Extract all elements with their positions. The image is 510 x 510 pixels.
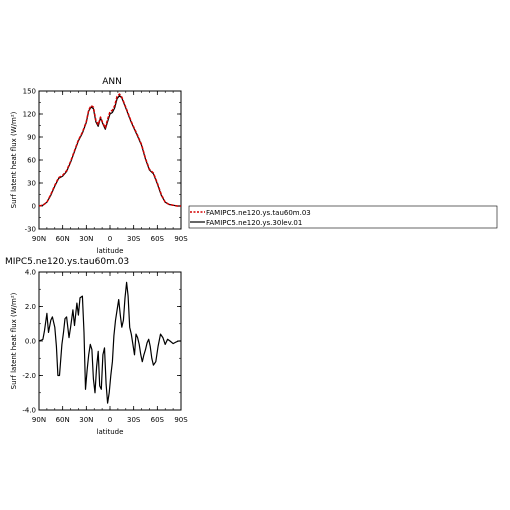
x-tick-label: 90N (32, 416, 46, 424)
x-tick-label: 60S (151, 416, 165, 424)
y-tick-label: -30 (25, 226, 36, 234)
x-tick-label: 30N (79, 235, 93, 243)
y-tick-label: 120 (23, 111, 36, 119)
x-tick-label: 60N (56, 416, 70, 424)
x-axis-label: latitude (97, 428, 124, 436)
x-axis-ticks: 90N 60N 30N 0 30S 60S 90S (32, 91, 188, 243)
y-tick-label: 150 (23, 88, 36, 96)
y-tick-label: 2.0 (25, 303, 36, 311)
y-tick-label: 30 (27, 180, 36, 188)
x-tick-label: 90S (174, 235, 188, 243)
x-tick-label: 60N (56, 235, 70, 243)
x-tick-label: 90N (32, 235, 46, 243)
chart-title: MIPC5.ne120.ys.tau60m.03 (5, 257, 129, 267)
y-tick-label: 90 (27, 134, 36, 142)
y-tick-label: 0.0 (25, 338, 36, 346)
y-tick-label: 0 (32, 203, 36, 211)
legend-label-0: FAMIPC5.ne120.ys.tau60m.03 (206, 209, 311, 217)
x-tick-label: 0 (108, 416, 112, 424)
y-axis-ticks: -30 0 30 60 90 120 150 (23, 88, 181, 234)
legend: FAMIPC5.ne120.ys.tau60m.03 FAMIPC5.ne120… (188, 205, 498, 229)
y-tick-label: -2.0 (22, 372, 36, 380)
series-line-0 (38, 281, 181, 404)
x-tick-label: 90S (174, 416, 188, 424)
chart-title: ANN (102, 77, 122, 87)
legend-box (188, 205, 498, 229)
y-axis-label: Surf latent heat flux (W/m²) (10, 292, 18, 389)
series-line-0 (38, 93, 181, 207)
y-axis-label: Surf latent heat flux (W/m²) (10, 111, 18, 208)
panel-annual: ANN 90N 60N 30N 0 30S 60S 90S -30 0 30 60 90 120 150… (10, 77, 188, 255)
x-axis-ticks: 90N 60N 30N 0 30S 60S 90S (32, 272, 188, 424)
plot-frame (38, 90, 182, 230)
y-axis-ticks: -4.0 -2.0 0.0 2.0 4.0 (22, 269, 181, 415)
x-axis-label: latitude (97, 247, 124, 255)
x-tick-label: 30S (127, 235, 141, 243)
x-tick-label: 30N (79, 416, 93, 424)
x-tick-label: 60S (151, 235, 165, 243)
y-tick-label: 60 (27, 157, 36, 165)
panel-difference: MIPC5.ne120.ys.tau60m.03 90N 60N 30N 0 30S 60… (5, 257, 188, 436)
series-lines (38, 93, 181, 207)
legend-label-1: FAMIPC5.ne120.ys.30lev.01 (206, 219, 302, 227)
x-tick-label: 0 (108, 235, 112, 243)
y-tick-label: -4.0 (22, 407, 36, 415)
series-lines (38, 281, 181, 404)
x-tick-label: 30S (127, 416, 141, 424)
y-tick-label: 4.0 (25, 269, 36, 277)
